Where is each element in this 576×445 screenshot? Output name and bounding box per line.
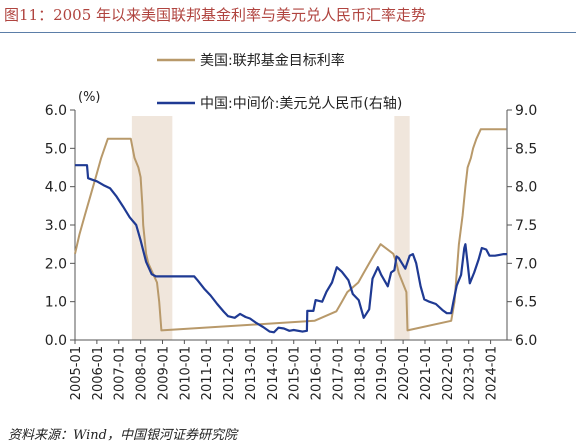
- x-tick-label: 2015-01: [288, 346, 303, 400]
- x-tick-label: 2009-01: [156, 346, 171, 400]
- series-line-us-fed-rate: [74, 128, 507, 332]
- x-tick-label: 2023-01: [463, 346, 478, 400]
- x-tick-label: 2011-01: [200, 346, 215, 400]
- series-lines: [74, 128, 507, 334]
- y-tick-label-left: 4.0: [45, 180, 67, 196]
- shaded-period: [131, 116, 173, 340]
- x-tick-label: 2010-01: [178, 346, 193, 400]
- y-tick-label-right: 6.5: [515, 295, 537, 311]
- y-tick-label-left: 3.0: [45, 218, 67, 234]
- y-tick-label-left: 5.0: [45, 141, 67, 157]
- x-tick-label: 2007-01: [113, 346, 128, 400]
- figure-title: 图11：2005 年以来美国联邦基金利率与美元兑人民币汇率走势: [4, 6, 427, 24]
- y-axis-unit-left: (%): [78, 90, 101, 105]
- x-tick-label: 2008-01: [135, 346, 150, 400]
- y-tick-label-left: 0.0: [45, 333, 67, 349]
- y-tick-label-right: 8.0: [515, 180, 537, 196]
- x-tick-label: 2016-01: [310, 346, 325, 400]
- x-tick-label: 2020-01: [397, 346, 412, 400]
- y-tick-label-left: 6.0: [45, 103, 67, 119]
- y-tick-label-left: 1.0: [45, 295, 67, 311]
- x-tick-label: 2022-01: [441, 346, 456, 400]
- y-tick-label-right: 6.0: [515, 333, 537, 349]
- x-tick-label: 2006-01: [91, 346, 106, 400]
- legend-label: 美国:联邦基金目标利率: [200, 52, 345, 69]
- legend-label: 中国:中间价:美元兑人民币(右轴): [200, 96, 402, 112]
- x-tick-label: 2019-01: [375, 346, 390, 400]
- x-tick-label: 2024-01: [485, 346, 500, 400]
- shaded-period: [394, 116, 410, 340]
- shaded-periods: [131, 116, 410, 340]
- x-tick-label: 2012-01: [222, 346, 237, 400]
- x-tick-label: 2013-01: [244, 346, 259, 400]
- x-tick-label: 2017-01: [331, 346, 346, 400]
- y-tick-label-right: 7.5: [515, 218, 537, 234]
- source-note: 资料来源：Wind，中国银河证券研究院: [8, 428, 237, 443]
- axes: 0.0 1.0 2.0 3.0 4.0 5.0 6.0 6.0 6.5 7.0 7.5 8.0 8.5 9…: [45, 90, 538, 400]
- series-line-cny-usd: [75, 164, 507, 334]
- y-tick-label-right: 9.0: [515, 103, 537, 119]
- x-tick-label: 2014-01: [266, 346, 281, 400]
- title-rule: [0, 32, 576, 33]
- y-tick-label-right: 8.5: [515, 141, 537, 157]
- x-tick-label: 2005-01: [69, 346, 84, 400]
- x-tick-label: 2018-01: [353, 346, 368, 400]
- y-tick-label-right: 7.0: [515, 256, 537, 272]
- x-tick-label: 2021-01: [419, 346, 434, 400]
- y-tick-label-left: 2.0: [45, 256, 67, 272]
